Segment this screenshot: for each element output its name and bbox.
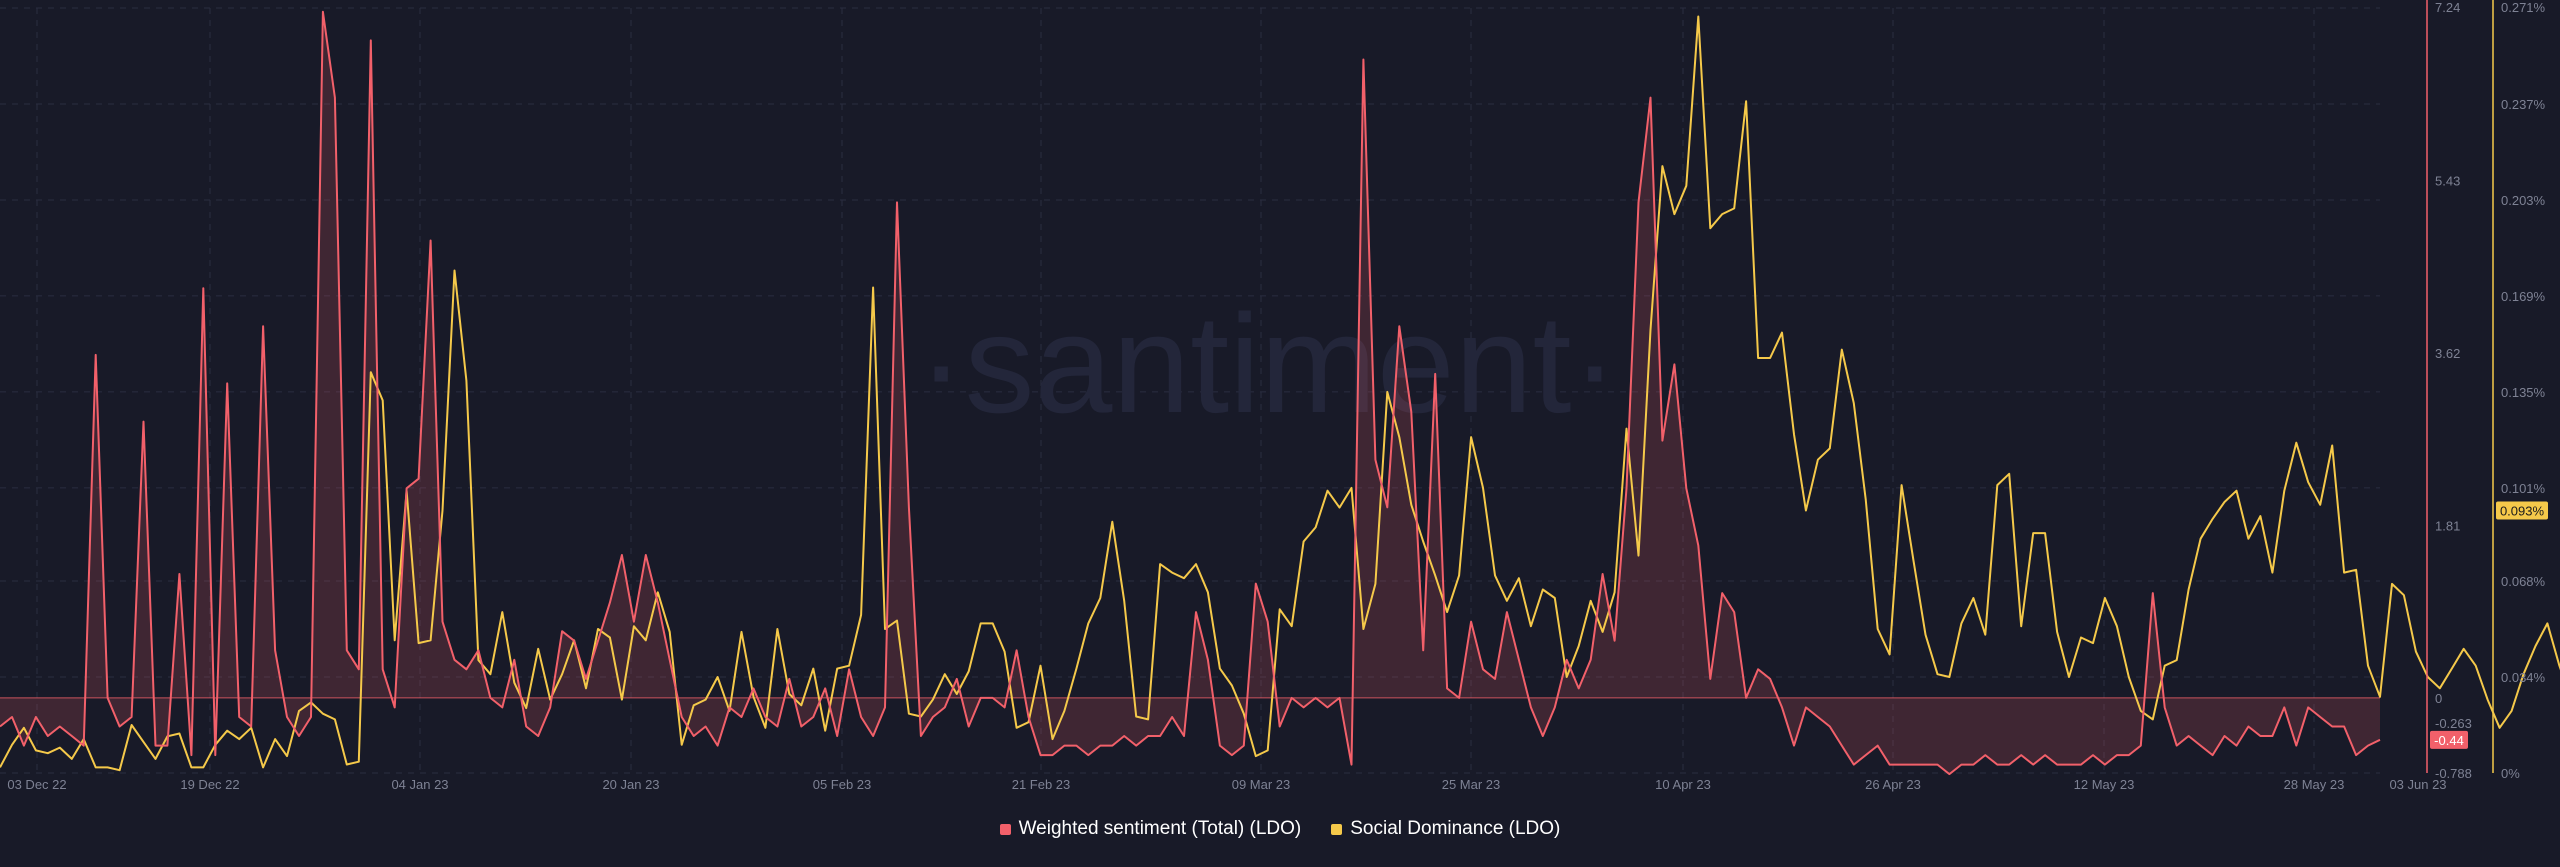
sentiment-current-badge xyxy=(2430,730,2468,749)
dominance-current-badge xyxy=(2496,501,2548,520)
sentiment-tick-label: 3.62 xyxy=(2435,346,2460,361)
x-tick-label: 03 Dec 22 xyxy=(7,777,66,792)
x-tick-label: 09 Mar 23 xyxy=(1232,777,1291,792)
dominance-current-value: 0.093% xyxy=(2500,503,2545,518)
x-tick-label: 10 Apr 23 xyxy=(1655,777,1711,792)
legend-swatch-dominance xyxy=(1331,823,1343,835)
sentiment-tick-label: -0.263 xyxy=(2435,716,2472,731)
dominance-tick-label: 0.169% xyxy=(2501,289,2546,304)
x-tick-label: 05 Feb 23 xyxy=(813,777,872,792)
sentiment-tick-label: 5.43 xyxy=(2435,173,2460,188)
x-tick-label: 12 May 23 xyxy=(2074,777,2135,792)
x-tick-label: 28 May 23 xyxy=(2284,777,2345,792)
dominance-tick-label: 0% xyxy=(2501,766,2520,781)
x-tick-label: 25 Mar 23 xyxy=(1442,777,1501,792)
x-tick-label: 21 Feb 23 xyxy=(1012,777,1071,792)
legend-item-sentiment[interactable]: Weighted sentiment (Total) (LDO) xyxy=(999,818,1302,840)
dominance-tick-label: 0.068% xyxy=(2501,574,2546,589)
sentiment-tick-label: 7.24 xyxy=(2435,0,2460,15)
x-tick-label: 04 Jan 23 xyxy=(391,777,448,792)
sentiment-current-value: -0.44 xyxy=(2434,733,2464,748)
legend-label-sentiment: Weighted sentiment (Total) (LDO) xyxy=(1018,818,1302,839)
axes: 03 Dec 22 19 Dec 22 04 Jan 23 20 Jan 23 05 F… xyxy=(7,0,2548,792)
x-tick-label: 20 Jan 23 xyxy=(602,777,659,792)
legend: Weighted sentiment (Total) (LDO) Social … xyxy=(0,818,2560,840)
x-tick-label: 26 Apr 23 xyxy=(1865,777,1921,792)
sentiment-tick-label: -0.788 xyxy=(2435,766,2472,781)
legend-swatch-sentiment xyxy=(999,823,1011,835)
dominance-tick-label: 0.101% xyxy=(2501,481,2546,496)
x-tick-label: 03 Jun 23 xyxy=(2389,777,2446,792)
dominance-tick-label: 0.271% xyxy=(2501,0,2546,15)
sentiment-tick-label: 1.81 xyxy=(2435,518,2460,533)
x-tick-label: 19 Dec 22 xyxy=(180,777,239,792)
series-line-weighted-sentiment xyxy=(0,10,2381,776)
series-line-social-dominance xyxy=(0,15,2560,772)
watermark: ·santiment· xyxy=(918,285,1618,442)
dominance-tick-label: 0.203% xyxy=(2501,193,2546,208)
legend-item-dominance[interactable]: Social Dominance (LDO) xyxy=(1331,818,1560,840)
legend-label-dominance: Social Dominance (LDO) xyxy=(1350,818,1561,839)
dominance-tick-label: 0.034% xyxy=(2501,670,2546,685)
dominance-tick-label: 0.237% xyxy=(2501,97,2546,112)
sentiment-tick-label: 0 xyxy=(2435,691,2442,706)
dominance-tick-label: 0.135% xyxy=(2501,385,2546,400)
series-lines xyxy=(0,10,2560,776)
